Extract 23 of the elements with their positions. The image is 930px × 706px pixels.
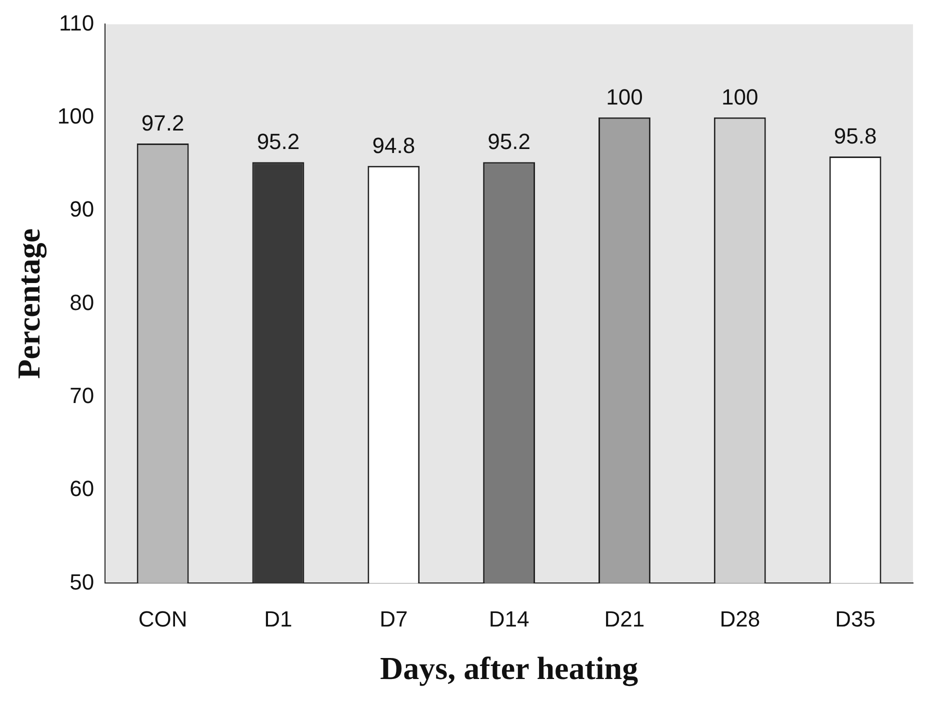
y-tick-label: 100 — [57, 103, 94, 128]
x-tick-label: D1 — [264, 606, 292, 632]
y-tick-label: 60 — [70, 476, 94, 502]
x-tick-label: D35 — [835, 606, 876, 632]
data-label: 95.2 — [488, 129, 530, 154]
x-tick-label: D7 — [380, 606, 408, 632]
y-tick-label: 90 — [70, 196, 94, 222]
data-label: 95.8 — [834, 124, 877, 149]
y-tick-label: 110 — [59, 10, 94, 36]
y-axis-title: Percentage — [10, 228, 48, 379]
y-tick-label: 70 — [70, 382, 94, 408]
x-tick-label: D28 — [720, 606, 760, 632]
x-tick-label: D21 — [604, 606, 645, 632]
data-label: 100 — [722, 84, 758, 110]
data-label: 95.2 — [256, 129, 300, 154]
data-label: 97.2 — [141, 110, 184, 136]
data-label: 94.8 — [372, 132, 416, 158]
x-axis-title: Days, after heating — [380, 650, 638, 688]
x-tick-label: CON — [138, 606, 188, 632]
y-tick-label: 80 — [70, 290, 94, 315]
x-tick-label: D14 — [488, 606, 530, 632]
data-label: 100 — [606, 84, 643, 110]
y-tick-label: 50 — [70, 569, 94, 594]
